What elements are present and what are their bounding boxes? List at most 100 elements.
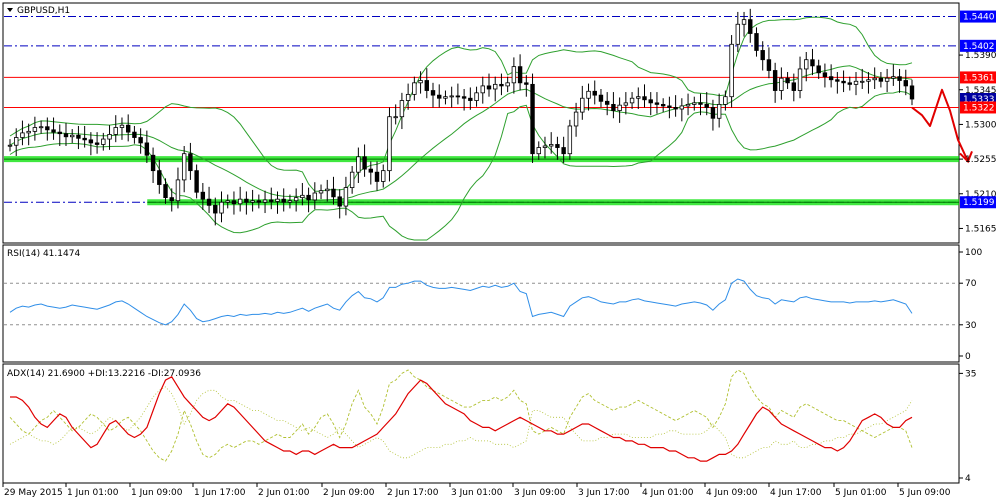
price-plot xyxy=(4,8,973,241)
rsi-axis-tick-label: 70 xyxy=(965,279,977,289)
price-candle xyxy=(175,167,181,209)
price-candle xyxy=(38,120,44,134)
price-candle xyxy=(157,159,162,194)
price-candle xyxy=(293,188,299,212)
price-candle xyxy=(735,11,741,52)
price-candle xyxy=(611,92,616,119)
price-candle xyxy=(51,117,56,140)
time-axis-label: 4 Jun 17:00 xyxy=(770,488,822,498)
price-candle xyxy=(399,92,405,130)
price-axis-tick-label: 1.5345 xyxy=(965,86,997,96)
price-candle xyxy=(542,136,548,159)
price-candle xyxy=(468,87,473,110)
price-candle xyxy=(536,141,541,160)
time-axis-label: 2 Jun 01:00 xyxy=(258,488,310,498)
price-candle xyxy=(144,130,150,163)
price-candle xyxy=(524,75,529,97)
price-candle xyxy=(368,161,373,185)
dashdot-level-label-bg xyxy=(960,196,996,209)
price-candle xyxy=(517,54,523,91)
time-axis-label: 1 Jun 01:00 xyxy=(67,488,119,498)
price-candle xyxy=(94,132,100,154)
price-candle xyxy=(206,186,212,214)
price-candle xyxy=(405,83,411,110)
price-candle xyxy=(381,164,386,188)
price-axis-tick-label: 1.5255 xyxy=(965,155,997,165)
adx-axis-tick-label: 35 xyxy=(965,369,976,379)
price-candle xyxy=(449,86,454,108)
resistance-level-label: 1.5322 xyxy=(963,103,995,113)
price-candle xyxy=(779,67,784,100)
plus-di-line xyxy=(9,369,913,462)
price-candle xyxy=(505,76,510,93)
price-candle xyxy=(486,73,492,97)
price-candle xyxy=(231,191,237,215)
price-candle xyxy=(822,63,828,88)
time-axis-label: 5 Jun 01:00 xyxy=(835,488,887,498)
price-candle xyxy=(785,72,790,89)
price-axis-tick-label: 1.5300 xyxy=(965,120,997,130)
price-candle xyxy=(443,90,448,105)
price-candle xyxy=(219,191,224,223)
price-candle xyxy=(213,197,218,226)
adx-line xyxy=(10,376,913,462)
price-candle xyxy=(318,184,324,200)
price-candle xyxy=(629,92,635,110)
price-candle xyxy=(530,73,535,163)
rsi-line xyxy=(9,278,913,326)
price-candle xyxy=(424,68,429,99)
dashdot-level-label-bg xyxy=(960,39,996,52)
dashdot-level-label: 1.5199 xyxy=(963,198,995,208)
price-candle xyxy=(63,122,69,146)
price-candle xyxy=(729,35,734,108)
price-candle xyxy=(760,41,765,71)
symbol-menu-chevron-down-icon[interactable] xyxy=(7,8,13,12)
price-candle xyxy=(430,82,436,108)
rsi-axis-tick-label: 0 xyxy=(965,352,971,362)
adx-plot xyxy=(9,369,913,462)
time-axis-label: 4 Jun 09:00 xyxy=(706,488,758,498)
price-candle xyxy=(617,97,622,123)
price-candle xyxy=(325,179,330,202)
price-candle xyxy=(499,73,504,96)
time-axis-label: 29 May 2015 xyxy=(4,488,63,498)
price-candle xyxy=(300,182,305,206)
price-candle xyxy=(654,92,660,114)
price-candle xyxy=(555,136,560,160)
price-candle xyxy=(704,92,709,116)
time-axis-label: 3 Jun 09:00 xyxy=(514,488,566,498)
current-price-label: 1.5333 xyxy=(963,95,995,105)
price-candle xyxy=(580,85,585,120)
price-candle xyxy=(723,90,728,111)
price-candle xyxy=(337,189,342,219)
price-candle xyxy=(903,69,908,96)
rsi-axis-tick-label: 100 xyxy=(965,248,982,258)
price-candle xyxy=(306,187,311,213)
price-candle xyxy=(623,92,629,115)
price-candle xyxy=(132,125,137,144)
price-candle xyxy=(573,102,579,137)
price-candle xyxy=(741,11,747,37)
price-candle xyxy=(586,83,591,111)
price-candle xyxy=(692,96,697,111)
price-candle xyxy=(262,190,268,214)
price-candle xyxy=(374,161,380,191)
price-candle xyxy=(667,96,672,119)
time-axis-label: 2 Jun 09:00 xyxy=(323,488,375,498)
price-candle xyxy=(331,176,336,205)
price-candle xyxy=(511,57,517,94)
price-candle xyxy=(412,76,417,101)
price-candle xyxy=(312,182,318,210)
time-axis-label: 1 Jun 17:00 xyxy=(194,488,246,498)
price-candle xyxy=(138,128,143,154)
price-candle xyxy=(269,187,274,210)
price-candle xyxy=(275,191,280,214)
price-candle xyxy=(884,68,890,93)
adx-indicator-label: ADX(14) 21.6900 +DI:13.2216 -DI:27.0936 xyxy=(7,369,201,379)
price-candle xyxy=(244,191,249,215)
dashdot-level-label: 1.5440 xyxy=(963,13,995,23)
price-candle xyxy=(194,164,199,199)
time-axis-label: 1 Jun 09:00 xyxy=(131,488,183,498)
bollinger-lower-band xyxy=(9,90,913,241)
